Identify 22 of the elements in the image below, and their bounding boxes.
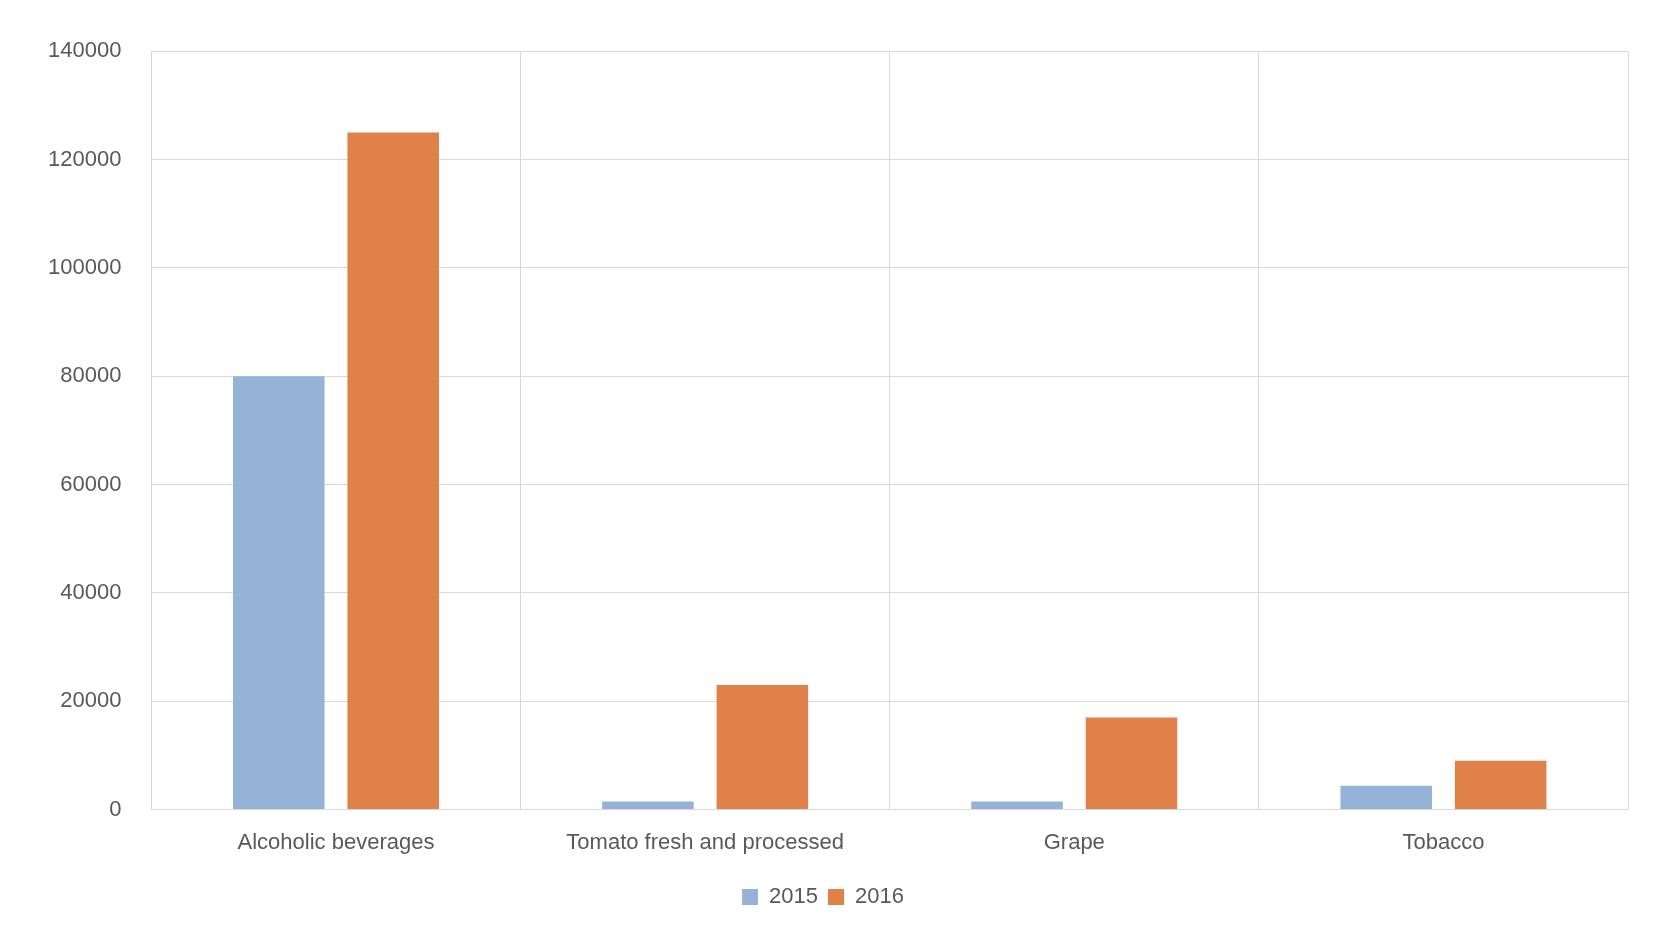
y-tick-label: 60000 [60, 470, 122, 496]
x-tick-label: Grape [1043, 828, 1105, 854]
bar [716, 685, 809, 810]
y-tick-label: 140000 [47, 37, 122, 63]
x-tick-label: Tobacco [1402, 828, 1485, 854]
bar [1340, 785, 1432, 810]
y-tick-label: 20000 [60, 687, 122, 713]
bar [602, 801, 694, 810]
bar [1454, 760, 1547, 810]
y-tick-label: 120000 [47, 145, 122, 171]
bar [971, 801, 1063, 810]
x-tick-label: Alcoholic beverages [237, 828, 435, 854]
bar [232, 376, 325, 810]
legend-label: 2016 [855, 883, 904, 909]
y-tick-label: 80000 [60, 362, 122, 388]
legend-label: 2015 [769, 883, 819, 909]
x-tick-label: Tomato fresh and processed [566, 828, 844, 854]
bar [347, 132, 439, 810]
y-tick-label: 100000 [47, 253, 122, 279]
y-tick-label: 40000 [60, 578, 122, 604]
bar [1085, 717, 1178, 810]
y-tick-label: 0 [109, 795, 122, 821]
